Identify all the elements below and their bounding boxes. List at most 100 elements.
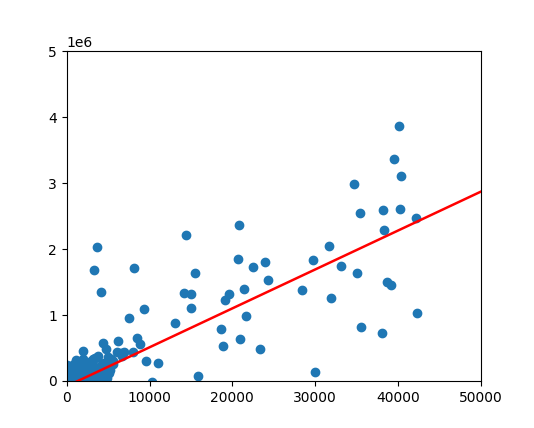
Point [73, 374, 81, 381]
Point [186, 290, 195, 297]
Point [297, 287, 306, 294]
Point [221, 297, 229, 303]
Point [76, 372, 85, 378]
Point [72, 367, 81, 374]
Point [66, 377, 74, 384]
Point [72, 375, 80, 382]
Point [67, 374, 76, 381]
Point [65, 377, 73, 383]
Point [66, 377, 74, 384]
Point [71, 368, 80, 375]
Point [98, 340, 107, 347]
Point [65, 377, 73, 384]
Point [72, 377, 80, 384]
Point [65, 376, 73, 383]
Point [72, 375, 80, 382]
Point [106, 367, 114, 374]
Point [105, 369, 113, 376]
Point [81, 366, 90, 373]
Point [216, 325, 225, 332]
Point [78, 371, 87, 377]
Point [70, 373, 79, 380]
Point [133, 335, 142, 342]
Point [68, 377, 77, 384]
Point [71, 377, 80, 384]
Point [116, 349, 125, 356]
Point [70, 377, 79, 384]
Point [98, 361, 106, 368]
Point [390, 155, 399, 162]
Point [233, 256, 242, 262]
Point [62, 373, 71, 380]
Point [158, 391, 167, 398]
Point [93, 368, 101, 375]
Point [65, 377, 73, 384]
Point [83, 370, 91, 377]
Point [82, 363, 91, 370]
Point [72, 377, 80, 384]
Point [87, 371, 96, 378]
Point [64, 377, 72, 384]
Point [180, 290, 189, 297]
Point [110, 391, 119, 398]
Point [241, 313, 250, 320]
Point [350, 180, 359, 187]
Point [148, 379, 156, 386]
Point [67, 372, 76, 378]
Point [64, 377, 72, 384]
Point [69, 375, 78, 382]
Point [78, 369, 87, 375]
Point [86, 377, 95, 384]
Point [66, 377, 74, 384]
Point [88, 372, 96, 378]
Point [72, 377, 81, 384]
Point [85, 367, 93, 374]
Point [84, 377, 93, 384]
Point [335, 384, 343, 391]
Point [66, 368, 75, 374]
Point [87, 357, 95, 364]
Point [65, 377, 73, 384]
Point [73, 359, 81, 366]
Point [81, 371, 90, 377]
Point [69, 377, 78, 384]
Point [62, 377, 71, 383]
Point [65, 374, 74, 380]
Point [119, 349, 128, 356]
Point [92, 369, 101, 376]
Point [380, 227, 389, 234]
Point [79, 367, 88, 374]
Point [63, 375, 72, 382]
Point [63, 377, 72, 384]
Point [78, 374, 87, 380]
Point [65, 377, 73, 384]
Point [90, 366, 98, 372]
Point [66, 371, 74, 377]
Point [74, 374, 82, 380]
Point [71, 372, 80, 379]
Point [81, 360, 89, 366]
Point [89, 361, 97, 368]
Point [68, 376, 76, 383]
Point [74, 377, 82, 383]
Point [112, 391, 121, 398]
Point [240, 285, 248, 292]
Point [69, 372, 78, 379]
Point [69, 370, 77, 377]
Point [63, 377, 72, 384]
Point [76, 374, 85, 380]
Point [73, 369, 81, 376]
Point [82, 366, 90, 372]
Point [163, 391, 172, 398]
Point [66, 372, 74, 379]
Point [122, 391, 131, 398]
Point [80, 359, 88, 366]
Point [182, 391, 191, 398]
Point [88, 377, 97, 384]
Point [75, 376, 84, 383]
Point [98, 367, 107, 374]
Point [96, 373, 105, 380]
Point [83, 374, 91, 381]
Point [79, 348, 88, 354]
Point [98, 372, 107, 379]
